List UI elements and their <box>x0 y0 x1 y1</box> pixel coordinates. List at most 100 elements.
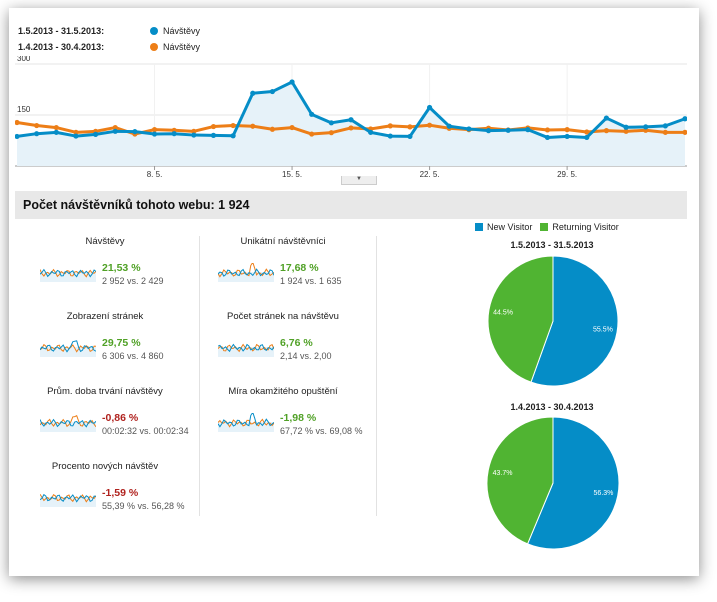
pie-chart-april[interactable]: 56.3% 43.7% <box>486 416 620 550</box>
series-current-point[interactable] <box>662 123 668 129</box>
x-tick-label: 22. 5. <box>420 170 440 178</box>
metric-card[interactable]: Návštěvy 21,53 % 2 952 vs. 2 429 <box>20 236 190 306</box>
series-current-point[interactable] <box>250 90 256 96</box>
series-previous-point[interactable] <box>289 124 295 131</box>
series-previous-point[interactable] <box>584 129 590 135</box>
series-current-point[interactable] <box>682 116 687 122</box>
series-current-point[interactable] <box>92 131 99 137</box>
metric-card[interactable]: Počet stránek na návštěvu 6,76 % 2,14 vs. … <box>198 311 368 381</box>
series-previous-point[interactable] <box>407 124 413 130</box>
series-current-point[interactable] <box>210 132 217 138</box>
series-current-point[interactable] <box>643 124 649 130</box>
pie-slice-returning-visitor[interactable] <box>487 255 554 383</box>
series-previous-point[interactable] <box>387 123 393 129</box>
series-previous-point[interactable] <box>603 128 610 134</box>
series-previous-point[interactable] <box>210 123 217 130</box>
pie-slice-new-visitor[interactable] <box>530 255 619 387</box>
chart-resize-handle[interactable]: ▼ <box>341 176 377 185</box>
series-previous-point[interactable] <box>34 122 40 129</box>
series-previous-point[interactable] <box>623 128 629 134</box>
series-current-point[interactable] <box>171 131 177 137</box>
series-current-point[interactable] <box>485 128 492 134</box>
series-current-point[interactable] <box>269 88 276 95</box>
series-previous-point[interactable] <box>15 119 20 126</box>
series-current-point[interactable] <box>289 79 295 85</box>
series-previous-point[interactable] <box>53 124 59 131</box>
series-previous-point[interactable] <box>112 124 118 131</box>
pie-slice-label: 44.5% <box>493 309 513 316</box>
metric-card[interactable]: Míra okamžitého opuštění -1,98 % 67,72 % v… <box>198 386 368 456</box>
x-tick-label: 15. 5. <box>282 170 302 178</box>
series-current-point[interactable] <box>73 133 79 139</box>
series-previous-point[interactable] <box>682 129 687 135</box>
series-previous-point[interactable] <box>328 130 334 136</box>
series-previous-point[interactable] <box>151 127 158 133</box>
series-current-point[interactable] <box>132 129 138 135</box>
metric-label: Míra okamžitého opuštění <box>228 386 338 397</box>
series-current-point[interactable] <box>544 134 551 141</box>
series-current-point[interactable] <box>623 124 629 130</box>
metric-change: 17,68 % <box>280 262 319 274</box>
sparkline-current <box>40 418 96 428</box>
metric-card[interactable]: Procento nových návštěv -1,59 % 55,39 % vs… <box>20 461 190 531</box>
series-previous-point[interactable] <box>426 122 433 128</box>
visits-line-chart[interactable]: 300 150 8. 5. 15. 5. 22. 5. 29. 5. <box>15 56 687 178</box>
series-current-point[interactable] <box>309 111 315 117</box>
series-previous-point[interactable] <box>544 127 551 133</box>
series-current-point[interactable] <box>564 133 570 140</box>
series-current-point[interactable] <box>505 127 511 133</box>
series-current-point[interactable] <box>191 132 197 138</box>
series-current-point[interactable] <box>112 128 118 134</box>
series-current-point[interactable] <box>603 115 610 121</box>
series-current-point[interactable] <box>446 123 452 129</box>
metric-card[interactable]: Unikátní návštěvníci 17,68 % 1 924 vs. 1 6… <box>198 236 368 306</box>
series-previous-point[interactable] <box>250 123 256 129</box>
pie-legend: New Visitor Returning Visitor <box>475 222 619 232</box>
series-current-point[interactable] <box>53 129 59 135</box>
series-current-point[interactable] <box>328 120 334 126</box>
series-current-point[interactable] <box>407 133 413 140</box>
sparkline-previous <box>218 343 274 353</box>
series-current-point[interactable] <box>426 104 433 111</box>
metric-sparkline <box>218 263 274 282</box>
x-tick-label: 8. 5. <box>147 170 163 178</box>
series-previous-point[interactable] <box>564 127 570 133</box>
metric-comparison: 2 952 vs. 2 429 <box>102 276 164 286</box>
series-current-point[interactable] <box>525 127 531 133</box>
metric-change: 21,53 % <box>102 262 141 274</box>
series-previous-point[interactable] <box>662 129 668 135</box>
series-previous-point[interactable] <box>73 129 79 135</box>
series-current-point[interactable] <box>584 134 590 141</box>
pie-chart-may[interactable]: 55.5% 44.5% <box>487 255 619 387</box>
metric-change: -0,86 % <box>102 412 139 424</box>
metric-comparison: 00:02:32 vs. 00:02:34 <box>102 426 189 436</box>
pie-slice-new-visitor[interactable] <box>526 416 620 550</box>
metric-sparkline <box>40 340 96 357</box>
series-current-point[interactable] <box>230 133 236 139</box>
series-current-point[interactable] <box>15 133 20 140</box>
series-current-point[interactable] <box>348 117 354 123</box>
series-current-point[interactable] <box>368 129 374 135</box>
sparkline-area <box>40 347 96 357</box>
series-previous-point[interactable] <box>309 131 315 137</box>
sparkline-area <box>40 422 96 432</box>
metric-sparkline <box>40 493 96 507</box>
series-previous-point[interactable] <box>348 125 354 131</box>
legend-current-range: 1.5.2013 - 31.5.2013: <box>18 26 105 36</box>
series-previous-point[interactable] <box>191 128 197 134</box>
x-tick-label: 29. 5. <box>557 170 577 178</box>
series-previous-point[interactable] <box>230 122 236 129</box>
legend-current-label: Návštěvy <box>163 26 201 36</box>
pie-slice-returning-visitor[interactable] <box>486 416 554 545</box>
series-previous-point[interactable] <box>269 126 276 132</box>
metric-change: 6,76 % <box>280 337 313 349</box>
series-current-point[interactable] <box>387 133 393 139</box>
sparkline-area <box>218 272 274 282</box>
sparkline-area <box>40 272 96 282</box>
y-tick-label: 300 <box>17 56 31 63</box>
metric-card[interactable]: Prům. doba trvání návštěvy -0,86 % 00:02:3… <box>20 386 190 456</box>
series-current-point[interactable] <box>34 131 40 137</box>
series-current-point[interactable] <box>466 126 472 132</box>
series-current-point[interactable] <box>151 131 158 137</box>
metric-card[interactable]: Zobrazení stránek 29,75 % 6 306 vs. 4 860 <box>20 311 190 381</box>
